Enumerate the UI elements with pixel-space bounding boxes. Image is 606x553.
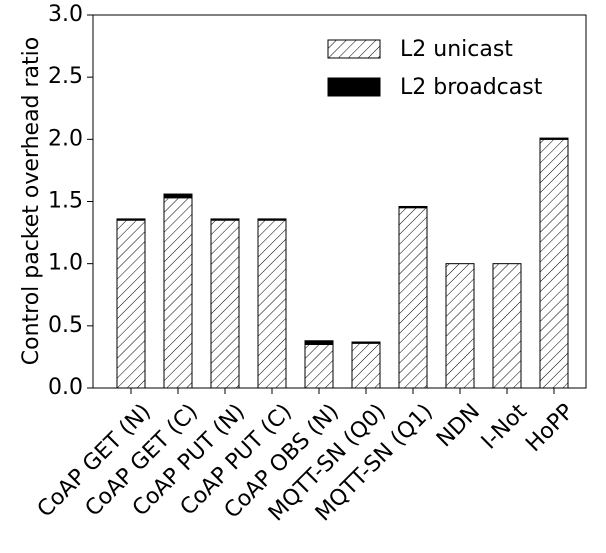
bar-segment: [539, 137, 569, 140]
bar-segment: [116, 218, 146, 221]
bar-segment: [445, 263, 475, 389]
bar-segment: [304, 343, 334, 389]
bar-segment: [210, 218, 240, 221]
legend-label: L2 unicast: [400, 37, 513, 62]
bar-segment: [539, 138, 569, 389]
x-tick-label: NDN: [432, 399, 485, 452]
bar-segment: [163, 193, 193, 199]
legend-label: L2 broadcast: [400, 75, 543, 100]
bar-segment: [398, 207, 428, 389]
bar-segment: [116, 219, 146, 389]
y-tick-label: 3.0: [48, 2, 83, 27]
bar-segment: [304, 340, 334, 345]
y-axis-label: Control packet overhead ratio: [19, 37, 44, 366]
y-tick-label: 1.0: [48, 251, 83, 276]
y-tick-label: 0.0: [48, 375, 83, 400]
bar-segment: [210, 219, 240, 389]
y-tick-label: 2.0: [48, 126, 83, 151]
bar-segment: [351, 341, 381, 344]
x-tick-label: I-Not: [477, 399, 532, 454]
x-tick-label: HoPP: [521, 399, 579, 457]
y-tick-label: 1.5: [48, 189, 83, 214]
bar-segment: [257, 219, 287, 389]
y-tick-label: 0.5: [48, 313, 83, 338]
bar-segment: [351, 342, 381, 389]
bar-segment: [398, 205, 428, 209]
legend-swatch: [327, 39, 381, 59]
bar-segment: [492, 263, 522, 389]
y-tick-label: 2.5: [48, 64, 83, 89]
bar-segment: [257, 218, 287, 221]
bar-segment: [163, 197, 193, 389]
legend-swatch: [327, 77, 381, 97]
